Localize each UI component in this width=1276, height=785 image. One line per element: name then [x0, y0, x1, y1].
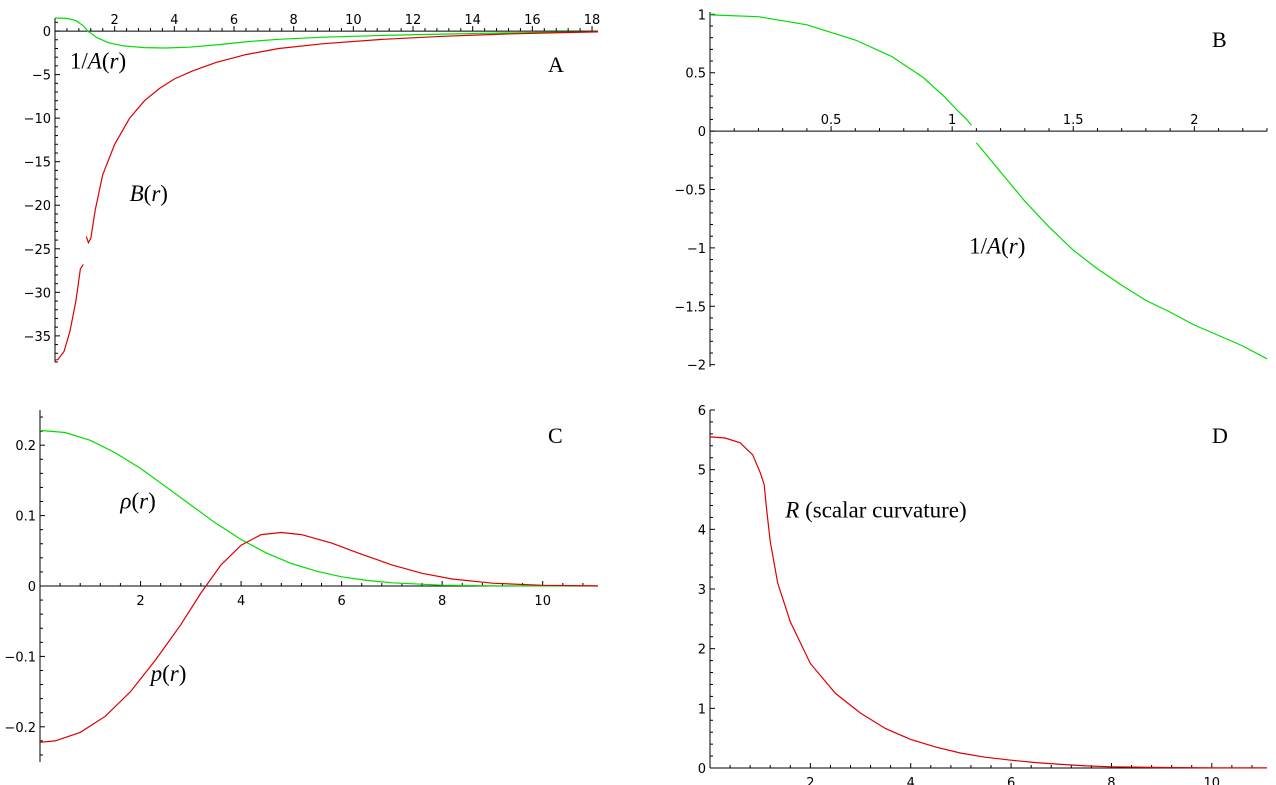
- y-tick-label: 0.5: [685, 67, 706, 82]
- series-line-red: [85, 31, 599, 245]
- panel-letter: C: [548, 423, 563, 448]
- curve-label-part: r: [110, 49, 120, 74]
- series-line-red: [54, 264, 84, 361]
- panel-letter: D: [1212, 423, 1228, 448]
- panel-b: 0.5 1 1.5 2 1 0.5 0 −0.5 −1 −1.5 −2 1/A(r) B: [674, 8, 1268, 374]
- y-tick-label: −20: [24, 199, 51, 214]
- y-tick-label: −0.5: [674, 184, 706, 199]
- y-tick-label: −25: [24, 243, 51, 258]
- curve-label-part: A: [86, 49, 103, 74]
- y-tick-label: −1.5: [674, 300, 706, 315]
- x-tick-label: 10: [534, 594, 551, 609]
- y-tick-label: 0.1: [15, 510, 36, 525]
- x-tick-label: 4: [907, 776, 915, 785]
- x-tick-label: 2: [136, 594, 144, 609]
- y-tick-label: 0: [698, 762, 706, 777]
- x-tick-label: 2: [806, 776, 814, 785]
- x-tick-label: 0.5: [821, 113, 842, 128]
- series-line-red: [709, 436, 1268, 769]
- y-tick-label: 2: [698, 643, 706, 658]
- curve-label-part: ρ: [119, 489, 131, 514]
- y-tick-label: −5: [32, 69, 51, 84]
- curve-label-part: r: [139, 489, 149, 514]
- x-tick-label: 8: [290, 13, 298, 28]
- x-tick-label: 4: [237, 594, 245, 609]
- series-line-green: [709, 14, 972, 126]
- x-tick-label: 8: [438, 594, 446, 609]
- panel-letter: A: [548, 52, 564, 77]
- y-tick-label: −10: [24, 112, 51, 127]
- curve-label-part: 1/: [969, 234, 988, 259]
- y-tick-label: −30: [24, 286, 51, 301]
- y-tick-label: 6: [698, 404, 706, 419]
- y-tick-label: −1: [687, 242, 706, 257]
- series-line-green: [39, 429, 599, 587]
- curve-label: R (scalar curvature): [784, 497, 966, 522]
- y-tick-label: 0: [28, 580, 36, 595]
- curve-label-part: (scalar curvature): [799, 497, 966, 522]
- curve-label-part: ): [118, 49, 126, 74]
- x-tick-label: 18: [584, 13, 601, 28]
- y-tick-label: −0.2: [4, 721, 36, 736]
- curve-label: ρ(r): [119, 489, 155, 514]
- x-tick-label: 14: [464, 13, 481, 28]
- y-tick-label: −0.1: [4, 650, 36, 665]
- curve-label-part: (: [102, 49, 110, 74]
- y-tick-label: 1: [698, 8, 706, 23]
- y-tick-label: 4: [698, 523, 706, 538]
- curve-label-part: R: [784, 497, 799, 522]
- curve-label: B(r): [130, 181, 168, 206]
- x-tick-label: 6: [1007, 776, 1015, 785]
- x-tick-label: 4: [170, 13, 178, 28]
- y-tick-label: 0: [43, 25, 51, 40]
- x-tick-label: 1.5: [1063, 113, 1084, 128]
- curve-label-part: (: [144, 181, 152, 206]
- x-tick-label: 2: [1190, 113, 1198, 128]
- curve-label-part: (: [1001, 234, 1009, 259]
- curve-label-part: (: [131, 489, 139, 514]
- curve-label: 1/A(r): [969, 234, 1025, 259]
- curve-label-part: (: [162, 661, 170, 686]
- curve-label-part: r: [170, 661, 180, 686]
- y-tick-label: 0.2: [15, 439, 36, 454]
- x-tick-label: 10: [345, 13, 362, 28]
- y-tick-label: −35: [24, 330, 51, 345]
- series-line-green: [975, 142, 1268, 360]
- panel-c: 2 4 6 8 100.20.10−0.1−0.2ρ(r)p(r)C: [4, 410, 599, 762]
- y-tick-label: 1: [698, 702, 706, 717]
- curve-label-part: 1/: [70, 49, 89, 74]
- y-tick-label: −15: [24, 156, 51, 171]
- panel-a: 2 4 6 8 10 12 14 16 180−5−10−15−20−25−30−351/A(r…: [24, 13, 601, 363]
- x-tick-label: 8: [1107, 776, 1115, 785]
- series-line-green: [54, 17, 599, 49]
- curve-label: p(r): [149, 661, 187, 686]
- curve-label: 1/A(r): [70, 49, 126, 74]
- curve-label-part: A: [985, 234, 1002, 259]
- x-tick-label: 1: [948, 113, 956, 128]
- curve-label-part: r: [151, 181, 161, 206]
- curve-label-part: ): [160, 181, 168, 206]
- x-tick-label: 12: [405, 13, 422, 28]
- x-tick-label: 2: [111, 13, 119, 28]
- y-tick-label: 3: [698, 583, 706, 598]
- curve-label-part: ): [1018, 234, 1026, 259]
- series-line-red: [39, 531, 599, 743]
- y-tick-label: −2: [687, 359, 706, 374]
- y-tick-label: 5: [698, 464, 706, 479]
- curve-label-part: p: [149, 661, 163, 686]
- x-tick-label: 10: [1204, 776, 1221, 785]
- panel-letter: B: [1212, 27, 1227, 52]
- y-tick-label: 0: [698, 125, 706, 140]
- x-tick-label: 6: [337, 594, 345, 609]
- curve-label-part: ): [148, 489, 156, 514]
- curve-label-part: r: [1009, 234, 1019, 259]
- x-tick-label: 6: [230, 13, 238, 28]
- x-tick-label: 16: [524, 13, 541, 28]
- curve-label-part: ): [179, 661, 187, 686]
- curve-label-part: B: [130, 181, 144, 206]
